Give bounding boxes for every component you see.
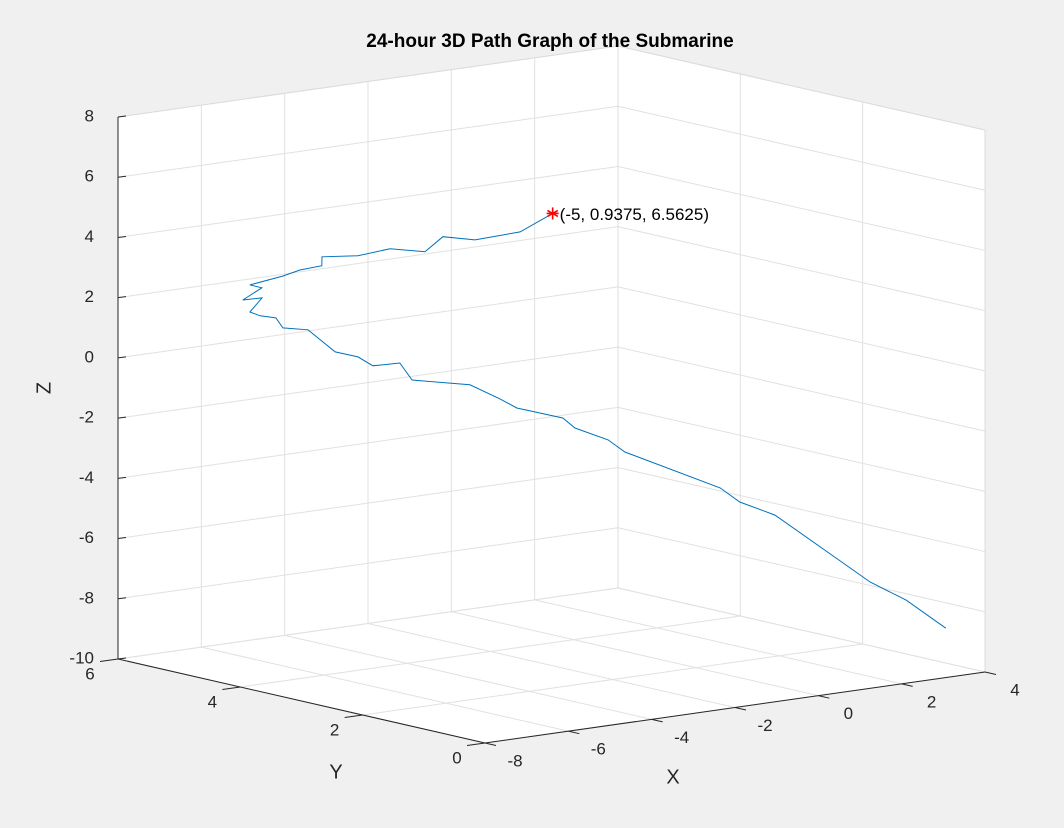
chart-title: 24-hour 3D Path Graph of the Submarine — [366, 31, 733, 52]
z-tick — [117, 657, 127, 660]
z-tick-label: -8 — [79, 588, 94, 607]
y-axis-line — [117, 658, 486, 744]
z-tick-label: -10 — [69, 648, 94, 667]
plot: (-5, 0.9375, 6.5625) — [242, 205, 947, 629]
grid-line — [617, 346, 986, 432]
z-tick — [117, 537, 127, 540]
x-tick-label: 2 — [927, 692, 936, 711]
y-tick-label: 6 — [85, 664, 94, 683]
z-axis-label: Z — [33, 382, 55, 394]
x-tick-label: -2 — [757, 716, 772, 735]
z-tick-label: 8 — [85, 106, 94, 125]
grid-line — [617, 286, 986, 372]
grid-line — [117, 527, 619, 600]
grid-line — [117, 286, 619, 359]
grid-line — [284, 634, 652, 720]
grid-line — [617, 406, 986, 492]
z-tick — [117, 296, 127, 299]
z-tick — [117, 476, 127, 479]
z-tick — [117, 597, 127, 600]
x-tick-label: 4 — [1010, 680, 1019, 699]
grid-line — [534, 599, 902, 685]
grid-line — [201, 646, 569, 732]
z-tick — [117, 175, 127, 178]
y-tick — [222, 686, 241, 691]
box-edge — [117, 45, 619, 118]
x-tick — [901, 683, 913, 687]
x-tick-label: -4 — [674, 728, 689, 747]
z-tick — [117, 235, 127, 238]
x-tick-label: -6 — [591, 740, 606, 759]
y-axis-label: Y — [329, 761, 342, 783]
grid-line — [367, 623, 736, 708]
x-tick — [984, 671, 997, 676]
x-tick-label: 0 — [844, 704, 853, 723]
grid-line — [617, 527, 986, 613]
x-tick — [818, 695, 830, 699]
y-tick-label: 4 — [208, 692, 217, 711]
y-tick — [99, 658, 119, 663]
z-tick — [117, 115, 127, 118]
grid-line — [117, 226, 619, 299]
y-tick-label: 2 — [330, 720, 339, 739]
x-tick — [734, 707, 747, 711]
z-tick-label: 0 — [85, 347, 94, 366]
grid-line — [117, 105, 619, 178]
marker — [546, 207, 559, 220]
path-line — [242, 212, 947, 629]
z-tick-label: 2 — [85, 287, 94, 306]
grid-line — [617, 226, 986, 312]
grid-line — [117, 467, 619, 540]
grid-line — [117, 165, 619, 238]
x-tick-label: -8 — [507, 751, 522, 770]
grid-line — [617, 165, 986, 251]
y-tick-label: 0 — [452, 748, 461, 767]
z-tick-label: 6 — [85, 167, 94, 186]
x-tick — [484, 742, 497, 747]
grid-line — [617, 467, 986, 553]
x-axis-label: X — [666, 766, 679, 788]
box-edge — [617, 45, 986, 131]
z-tick — [117, 356, 127, 359]
z-tick-label: 4 — [85, 227, 94, 246]
axes-background — [118, 46, 985, 743]
z-tick-label: -4 — [79, 468, 94, 487]
z-tick — [117, 416, 127, 419]
annotation: (-5, 0.9375, 6.5625) — [560, 205, 709, 224]
grid-line — [117, 406, 619, 479]
grid-line — [117, 587, 619, 660]
x-tick — [568, 730, 580, 735]
grid-line — [117, 346, 619, 419]
x-tick — [651, 718, 663, 723]
grid-line — [617, 587, 986, 673]
z-tick-label: -2 — [79, 408, 94, 427]
grid-line — [240, 615, 741, 688]
y-tick — [344, 714, 363, 719]
grid-line — [451, 611, 819, 697]
grid-line — [362, 643, 863, 716]
z-tick-label: -6 — [79, 528, 94, 547]
grid-line — [617, 105, 986, 191]
y-tick — [466, 742, 486, 747]
